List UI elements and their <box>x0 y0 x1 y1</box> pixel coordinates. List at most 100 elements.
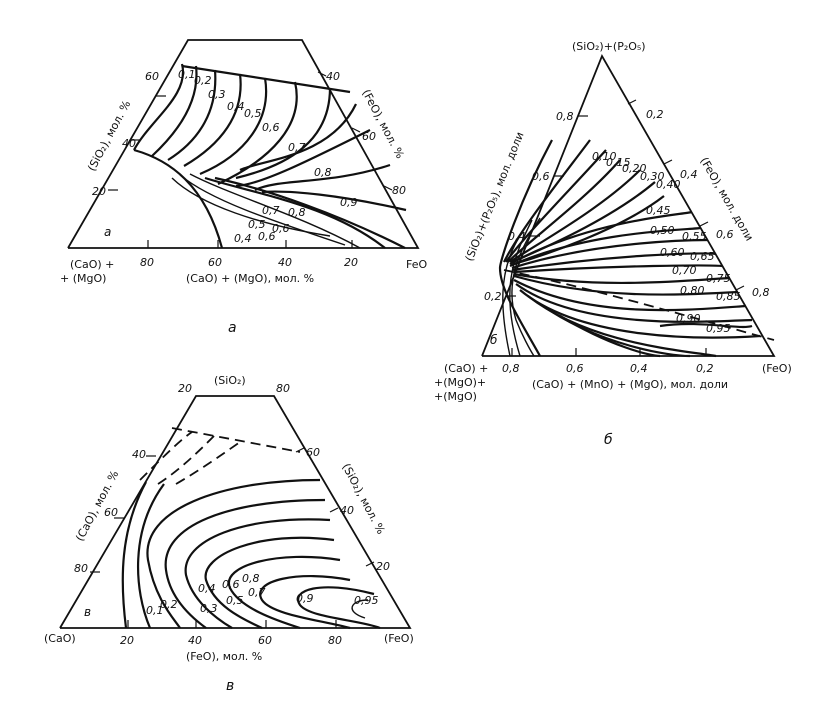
diagram-c-contour-label: 0,6 <box>222 578 240 591</box>
diagram-c-contour-label: 0,1 <box>146 604 164 617</box>
diagram-c-contour-label: 0,9 <box>296 592 314 605</box>
diagram-a-contour-label: 0,3 <box>208 88 226 101</box>
diagram-b-tick-right: 0,2 <box>646 108 664 121</box>
diagram-b-tick-right: 0,8 <box>752 286 770 299</box>
diagram-b-tick-left: 0,4 <box>508 230 526 243</box>
diagram-b-tick-left: 0,2 <box>484 290 502 303</box>
diagram-b-contour-label: 0,85 <box>716 290 741 303</box>
diagram-c-tick-top: 80 <box>276 382 290 395</box>
diagram-a-vertex-left: + (MgO) <box>60 272 106 285</box>
diagram-a-tick-right: 60 <box>362 130 376 143</box>
diagram-a-isolines <box>133 63 407 249</box>
diagram-a-corner-label: а <box>104 225 111 239</box>
diagram-c-tick-right: 60 <box>306 446 320 459</box>
diagram-c-dashed-isoline <box>175 441 241 485</box>
diagram-b-isolines <box>502 139 761 358</box>
diagram-c-outline <box>59 395 412 629</box>
diagram-a-contour-label: 0,2 <box>194 74 212 87</box>
diagram-c-caption: в <box>226 678 234 694</box>
diagram-c-vertex-top: (SiO₂) <box>214 374 246 387</box>
diagram-c-dashed-isoline <box>157 435 215 485</box>
diagram-c-corner-label: в <box>84 605 91 619</box>
diagram-b-contour-label: 0,45 <box>646 204 671 217</box>
diagram-c-tick-bottom: 40 <box>188 634 202 647</box>
diagram-b-ticks <box>506 99 745 356</box>
diagram-a-vertex-right: FeO <box>406 258 427 271</box>
diagram-a-axis-right: (FeO), мол. % <box>359 87 406 160</box>
diagram-b-outline <box>481 53 776 357</box>
diagram-c-contour-label: 0,8 <box>242 572 260 585</box>
diagram-c-dashed-isoline <box>139 431 193 481</box>
diagram-c-vertex-right: (FeO) <box>384 632 414 645</box>
diagram-c-contour-label: 0,95 <box>354 594 379 607</box>
diagram-b-contour-label: 0,70 <box>672 264 697 277</box>
diagram-a-contour-label: 0,7 <box>288 141 306 154</box>
diagram-a-contour-label: 0,8 <box>288 206 306 219</box>
diagram-a-contour-label: 0,4 <box>227 100 245 113</box>
diagram-b-contour-label: 0,90 <box>676 312 701 325</box>
diagram-b-contour-label: 0,55 <box>682 230 707 243</box>
diagram-b-tick-bottom: 0,8 <box>502 362 520 375</box>
diagram-b-vertex-left: +(MgO)+ <box>434 376 486 389</box>
diagram-b-contour-label: 0,65 <box>690 250 715 263</box>
diagram-a: 0,1 0,2 0,3 0,4 0,5 0,6 0,7 0,8 0,9 0,7 … <box>60 39 427 336</box>
diagram-b-contour-label: 0,60 <box>660 246 685 259</box>
diagram-c-vertex-left: (CaO) <box>44 632 76 645</box>
diagram-b-tick-labels: 0,2 0,4 0,6 0,8 0,8 0,6 0,4 0,2 0,2 0,4 … <box>484 108 770 375</box>
diagram-c-tick-left: 80 <box>74 562 88 575</box>
diagram-c-tick-top: 20 <box>178 382 192 395</box>
diagram-b-contour-label: 0,30 <box>640 170 665 183</box>
diagram-b-tick-right: 0,6 <box>716 228 734 241</box>
diagram-a-contour-label: 0,5 <box>244 107 262 120</box>
diagram-c-tick-left: 60 <box>104 506 118 519</box>
diagram-b-contour-label: 0,20 <box>622 162 647 175</box>
diagram-a-tick-bottom: 20 <box>344 256 358 269</box>
diagram-b-contour-label: 0,10 <box>592 150 617 163</box>
diagram-b-boundary <box>498 139 553 357</box>
diagram-b-axis-bottom: (CaO) + (MnO) + (MgO), мол. доли <box>532 378 728 391</box>
diagram-b-contour-label: 0,50 <box>650 224 675 237</box>
diagram-b-vertex-left: +(MgO) <box>434 390 477 403</box>
diagram-a-tick-right: 80 <box>392 184 406 197</box>
diagram-a-contour-label: 0,1 <box>178 68 196 81</box>
diagram-b-corner-label: б <box>490 333 498 347</box>
diagram-b-contour-label: 0,15 <box>606 156 631 169</box>
diagram-a-tick-bottom: 40 <box>278 256 292 269</box>
diagram-b-axis-left: (SiO₂)+(P₂O₅), мол. доли <box>463 130 527 263</box>
diagram-c-tick-right: 20 <box>376 560 390 573</box>
diagram-c-tick-labels: 20 80 40 60 80 20 40 60 80 60 40 20 <box>74 382 390 647</box>
diagram-a-axis-bottom: (CaO) + (MgO), мол. % <box>186 272 314 285</box>
diagram-b-tick-left: 0,8 <box>556 110 574 123</box>
diagram-a-contour-label: 0,9 <box>340 196 358 209</box>
diagram-b-tick-bottom: 0,2 <box>696 362 714 375</box>
diagram-b-tick-right: 0,4 <box>680 168 698 181</box>
diagram-a-contour-label: 0,6 <box>262 121 280 134</box>
diagram-c-axis-bottom: (FeO), мол. % <box>186 650 262 663</box>
diagram-b-contour-label: 0,75 <box>706 272 731 285</box>
diagram-b-contour-label: 0,80 <box>680 284 705 297</box>
diagram-a-contour-label: 0,7 <box>262 204 280 217</box>
diagram-c-axis-right: (SiO₂), мол. % <box>339 461 387 536</box>
diagram-c-contour-labels: 0,1 0,2 0,3 0,4 0,5 0,6 0,7 0,8 0,9 0,95 <box>146 572 379 617</box>
diagram-a-tick-labels: 20 40 60 80 60 40 20 40 60 80 <box>92 70 406 269</box>
diagram-b-vertex-top: (SiO₂)+(P₂O₅) <box>572 40 646 53</box>
diagram-a-contour-labels: 0,1 0,2 0,3 0,4 0,5 0,6 0,7 0,8 0,9 0,7 … <box>178 68 358 245</box>
diagram-a-axis-left: (SiO₂), мол. % <box>85 98 133 173</box>
diagram-a-vertex-left: (CaO) + <box>70 258 114 271</box>
diagram-c-contour-label: 0,2 <box>160 598 178 611</box>
diagram-a-ticks <box>108 71 393 248</box>
diagram-b-contour-label: 0,40 <box>656 178 681 191</box>
diagram-a-tick-left: 60 <box>145 70 159 83</box>
diagram-a-tick-left: 40 <box>122 137 136 150</box>
diagram-a-tick-left: 20 <box>92 185 106 198</box>
diagram-a-contour-label: 0,6 <box>258 230 276 243</box>
diagram-b-tick-bottom: 0,6 <box>566 362 584 375</box>
diagram-b-tick-bottom: 0,4 <box>630 362 648 375</box>
diagram-a-caption: а <box>228 320 237 336</box>
diagram-b: 0,10 0,15 0,20 0,30 0,40 0,45 0,50 0,55 … <box>434 40 792 448</box>
diagram-a-contour-label: 0,4 <box>234 232 252 245</box>
diagram-a-outline <box>67 39 420 249</box>
diagram-c-isolines <box>121 478 381 630</box>
diagram-b-vertex-left: (CaO) + <box>444 362 488 375</box>
